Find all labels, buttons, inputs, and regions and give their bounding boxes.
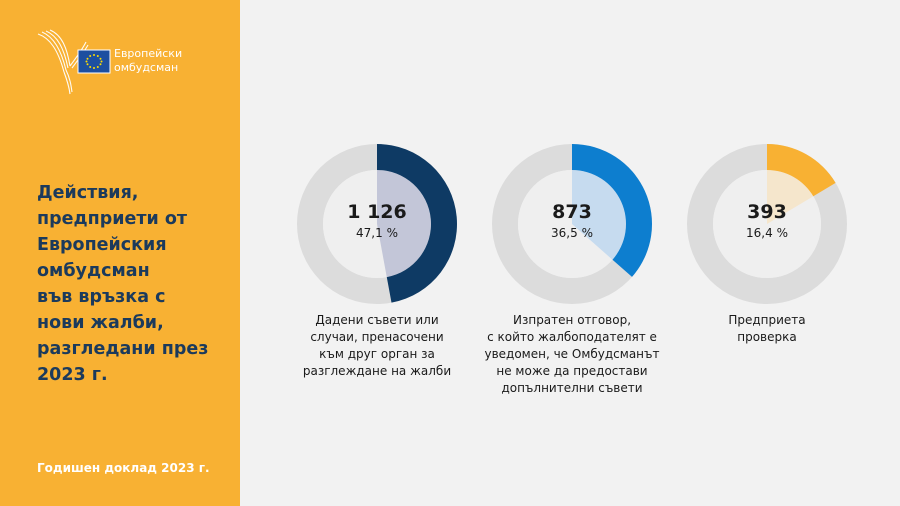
logo-text: Европейски омбудсман (114, 47, 182, 75)
donut-segment (377, 144, 458, 303)
title-line: нови жалби, (37, 313, 164, 333)
title-line: Действия, (37, 183, 139, 203)
logo-line-2: омбудсман (114, 61, 179, 74)
ombudsman-logo (37, 29, 111, 95)
chart-description: Предприета проверка (677, 312, 857, 346)
chart-value-label: 873 (552, 201, 592, 223)
title-line: омбудсман (37, 261, 150, 281)
title-line: във връзка с (37, 287, 166, 307)
chart-value-label: 393 (747, 201, 787, 223)
chart-percent-label: 16,4 % (746, 226, 788, 240)
donut-segment (767, 144, 836, 197)
donut-segment (572, 144, 652, 277)
sidebar-panel: Европейски омбудсман Действия, предприет… (0, 0, 240, 506)
chart-description: Дадени съвети или случаи, пренасочени към … (287, 312, 467, 380)
donut-center-slice (377, 170, 432, 278)
eu-flag-icon (77, 49, 111, 74)
description-line: уведомен, че Омбудсманът (484, 347, 660, 361)
chart-value-label: 1 126 (347, 201, 407, 223)
description-line: допълнителни съвети (501, 381, 643, 395)
ombudsman-emblem-icon (37, 29, 89, 95)
charts-area: 1 126 47,1 % Дадени съвети или случаи, прен… (240, 0, 900, 506)
donut-center-slice (572, 170, 626, 260)
chart-percent-label: 47,1 % (356, 226, 398, 240)
description-line: с който жалбоподателят е (487, 330, 657, 344)
description-line: разглеждане на жалби (302, 364, 452, 378)
report-footer: Годишен доклад 2023 г. (37, 461, 210, 475)
description-line: Дадени съвети или (315, 313, 439, 327)
eu-stars-icon (85, 54, 103, 69)
description-line: Изпратен отговор, (512, 313, 632, 327)
description-line: случаи, пренасочени (310, 330, 444, 344)
description-line: не може да предостави (496, 364, 648, 378)
description-line: Предприета (728, 313, 806, 327)
title-line: Европейския (37, 235, 167, 255)
donut-charts (297, 144, 847, 304)
chart-percent-label: 36,5 % (551, 226, 593, 240)
title-line: 2023 г. (37, 365, 108, 385)
page-title: Действия, предприети от Европейския омбу… (37, 180, 237, 388)
title-line: предприети от (37, 209, 188, 229)
description-line: към друг орган за (319, 347, 435, 361)
donut-center-slice (767, 170, 814, 224)
chart-description: Изпратен отговор, с който жалбоподателят … (482, 312, 662, 397)
title-line: разгледани през (37, 339, 209, 359)
logo-line-1: Европейски (114, 47, 183, 60)
description-line: проверка (737, 330, 797, 344)
